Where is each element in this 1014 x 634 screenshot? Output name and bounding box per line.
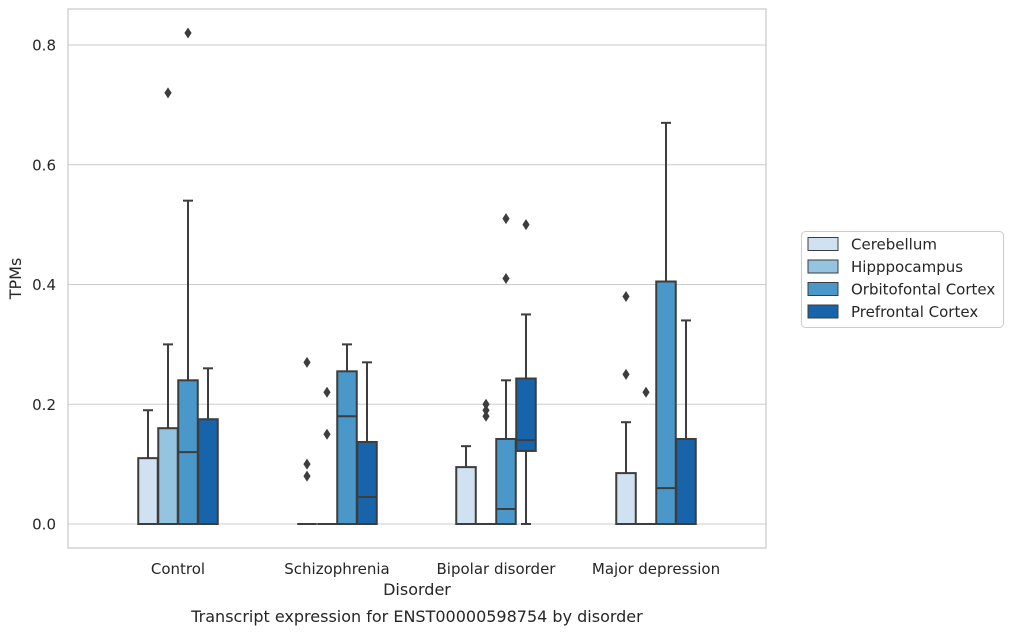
- series-prefrontal-cortex: [197, 219, 697, 526]
- legend-item: Orbitofontal Cortex: [807, 281, 995, 299]
- box: [137, 409, 159, 526]
- outlier-point: [184, 27, 192, 39]
- outlier-point: [303, 356, 311, 368]
- y-tick-label: 0.4: [32, 276, 56, 294]
- outlier-point: [164, 87, 172, 99]
- series-cerebellum: [137, 290, 637, 526]
- y-tick-label: 0.2: [32, 396, 56, 414]
- legend-label: Prefrontal Cortex: [851, 303, 978, 321]
- legend-swatch: [807, 282, 839, 296]
- box: [157, 87, 179, 526]
- box: [297, 356, 317, 525]
- box: [515, 219, 537, 525]
- outlier-point: [522, 219, 530, 231]
- box: [197, 367, 219, 525]
- box: [675, 319, 697, 526]
- box: [655, 121, 677, 525]
- y-tick-label: 0.0: [32, 516, 56, 534]
- legend-swatch: [807, 259, 839, 274]
- outlier-point: [502, 273, 510, 285]
- box: [455, 445, 477, 525]
- legend-swatch: [807, 237, 839, 251]
- outlier-point: [482, 398, 490, 410]
- box: [336, 343, 358, 525]
- box: [636, 386, 656, 525]
- outlier-point: [482, 404, 490, 416]
- box: [495, 213, 517, 526]
- legend-label: Hipppocampus: [851, 258, 963, 276]
- y-axis-label: TPMs: [6, 258, 25, 301]
- legend-item: Cerebellum: [807, 236, 937, 254]
- legend-item: Hipppocampus: [807, 258, 963, 276]
- series-orbitofontal-cortex: [177, 27, 677, 526]
- box-body: [515, 377, 537, 452]
- box-body: [197, 418, 219, 525]
- x-tick-label: Schizophrenia: [284, 560, 389, 578]
- legend-frame: [801, 231, 1004, 328]
- outlier-point: [482, 410, 490, 422]
- outlier-point: [323, 428, 331, 440]
- series-hipppocampus: [157, 87, 656, 526]
- legend: Cerebellum Hipppocampus Orbitofontal Corte…: [801, 231, 1004, 328]
- outlier-point: [502, 213, 510, 225]
- legend-item: Prefrontal Cortex: [807, 303, 978, 321]
- x-tick-label: Major depression: [592, 560, 720, 578]
- box: [615, 290, 637, 526]
- y-axis-ticks: 0.0 0.2 0.4 0.6 0.8: [32, 37, 56, 534]
- box: [177, 27, 199, 525]
- box-body: [495, 437, 517, 526]
- outlier-point: [303, 458, 311, 470]
- y-tick-label: 0.8: [32, 37, 56, 55]
- outlier-point: [622, 368, 630, 380]
- outlier-point: [323, 386, 331, 398]
- x-axis-ticks: Control Schizophrenia Bipolar disorder Majo…: [151, 560, 720, 578]
- x-tick-label: Control: [151, 560, 205, 578]
- box-body: [455, 466, 477, 525]
- box-body: [615, 472, 637, 526]
- figure-caption: Transcript expression for ENST0000059875…: [190, 607, 643, 626]
- x-axis-label: Disorder: [383, 580, 451, 599]
- box-plot-series: [137, 27, 697, 526]
- legend-label: Cerebellum: [851, 236, 937, 254]
- outlier-point: [642, 386, 650, 398]
- box-body: [675, 437, 697, 526]
- legend-swatch: [807, 304, 839, 319]
- legend-label: Orbitofontal Cortex: [851, 281, 995, 299]
- y-tick-label: 0.6: [32, 156, 56, 174]
- box: [356, 361, 378, 525]
- box-body: [137, 457, 159, 526]
- box-body: [336, 370, 358, 525]
- outlier-point: [622, 290, 630, 302]
- box: [317, 386, 337, 525]
- box-body: [655, 280, 677, 525]
- x-tick-label: Bipolar disorder: [437, 560, 557, 578]
- outlier-point: [303, 470, 311, 482]
- box: [476, 398, 496, 525]
- plot-frame: [67, 8, 767, 549]
- box-body: [356, 440, 378, 525]
- box-body: [157, 427, 179, 526]
